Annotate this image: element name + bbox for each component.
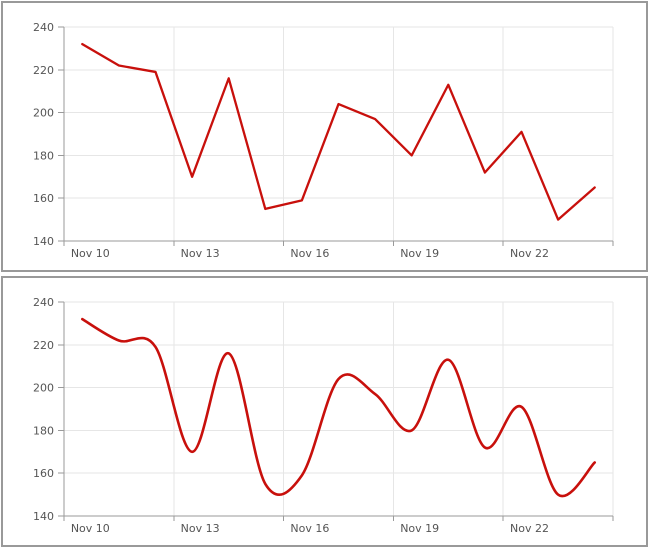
y-axis-label: 180: [33, 424, 54, 437]
line-chart-smooth: 140 160 180 200 220 240 Nov 10 Nov 13 Nov 16 Nov …: [33, 296, 614, 535]
x-axis-label: Nov 22: [510, 247, 549, 260]
x-axis-label: Nov 13: [181, 247, 220, 260]
y-axis-label: 200: [33, 382, 54, 395]
y-axis-label: 240: [33, 21, 54, 34]
x-axis-label: Nov 22: [510, 522, 549, 535]
series-line: [81, 317, 596, 498]
line-chart-straight: 140 160 180 200 220 240 Nov 10 Nov 13 Nov 16 Nov …: [33, 21, 614, 260]
y-axis-label: 160: [33, 192, 54, 205]
x-axis-label: Nov 10: [71, 247, 110, 260]
x-axis-label: Nov 19: [400, 247, 439, 260]
smooth-line-chart-panel: 140 160 180 200 220 240 Nov 10 Nov 13 Nov 16 Nov …: [1, 276, 648, 547]
y-axis-label: 180: [33, 149, 54, 162]
x-axis-label: Nov 13: [181, 522, 220, 535]
y-axis-label: 220: [33, 339, 54, 352]
y-axis-label: 220: [33, 64, 54, 77]
x-axis-label: Nov 16: [290, 522, 329, 535]
straight-line-chart-panel: 140 160 180 200 220 240 Nov 10 Nov 13 Nov 16 Nov …: [1, 1, 648, 272]
y-axis-label: 140: [33, 510, 54, 523]
x-axis-label: Nov 10: [71, 522, 110, 535]
y-axis-label: 160: [33, 467, 54, 480]
x-axis-label: Nov 19: [400, 522, 439, 535]
y-axis-label: 240: [33, 296, 54, 309]
x-axis-label: Nov 16: [290, 247, 329, 260]
series-line: [81, 42, 596, 221]
y-axis-label: 200: [33, 107, 54, 120]
y-axis-label: 140: [33, 235, 54, 248]
